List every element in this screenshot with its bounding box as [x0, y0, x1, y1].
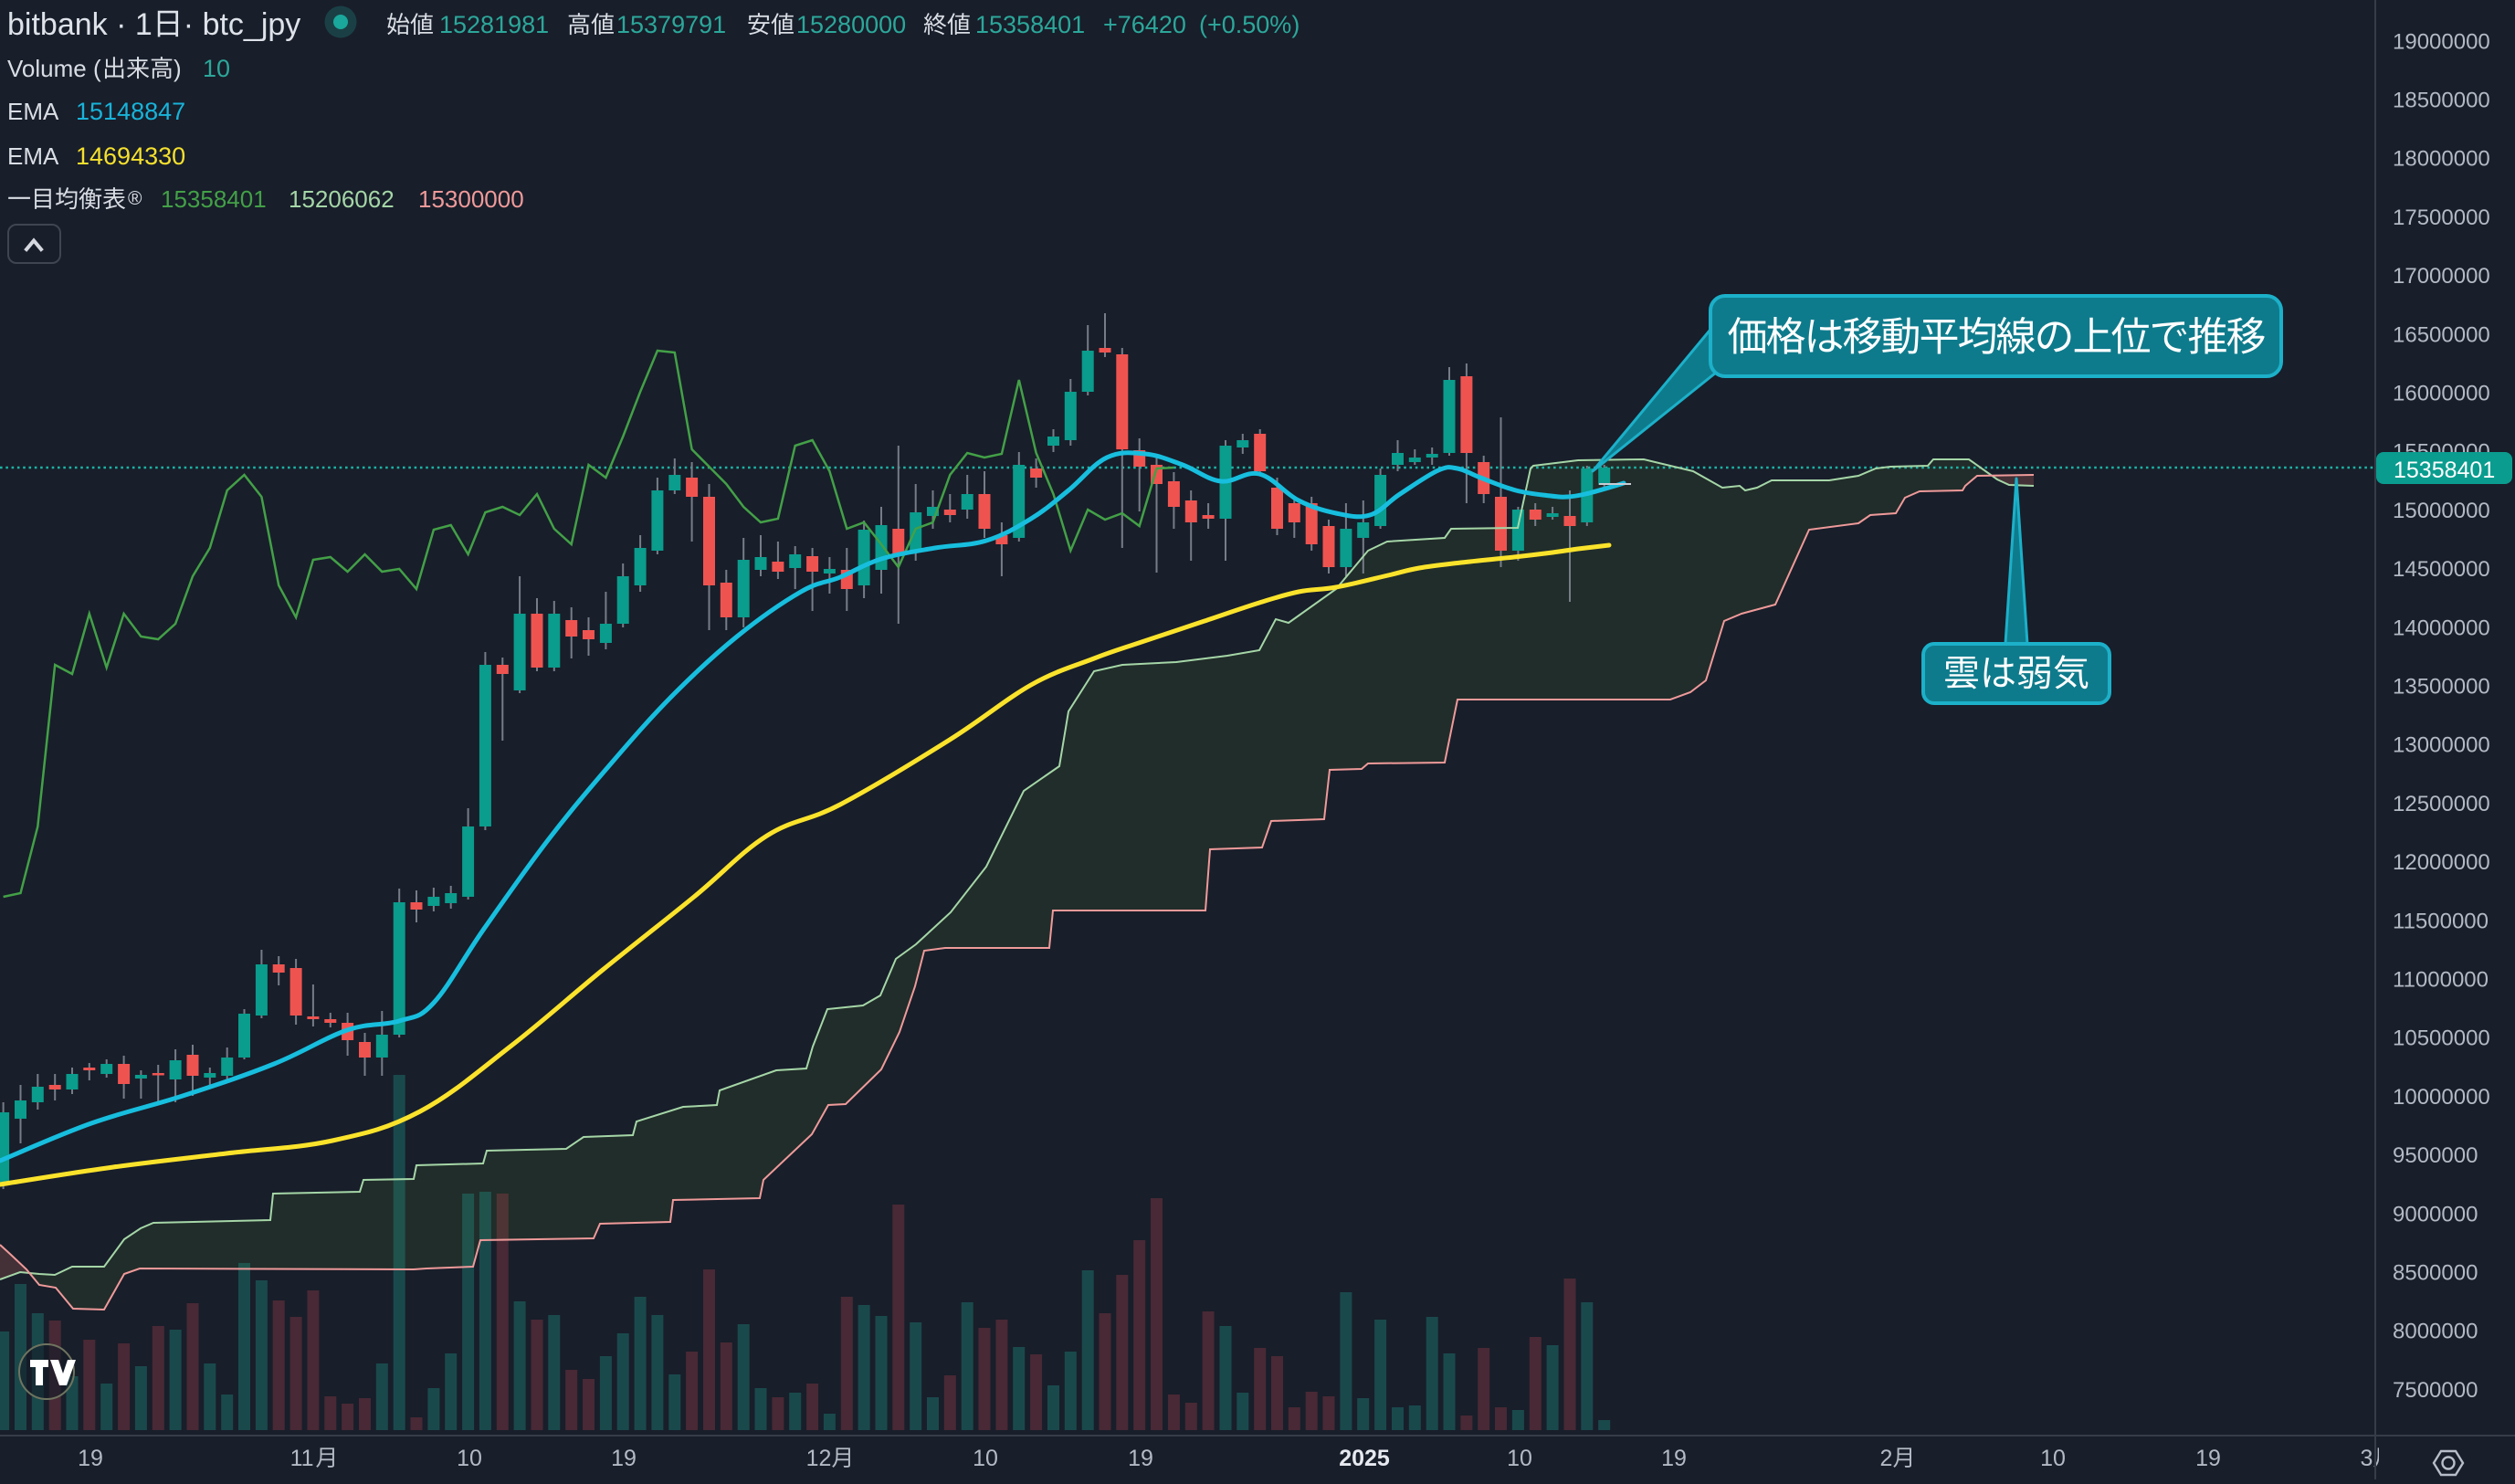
svg-text:EMA: EMA — [7, 142, 59, 170]
svg-text:15358401: 15358401 — [975, 11, 1085, 38]
svg-text:11: 11 — [290, 1446, 314, 1471]
svg-text:10: 10 — [2040, 1446, 2066, 1471]
svg-text:13500000: 13500000 — [2393, 675, 2490, 700]
svg-text:15281981: 15281981 — [439, 11, 549, 38]
svg-text:15358401: 15358401 — [2394, 458, 2495, 483]
svg-text:7500000: 7500000 — [2393, 1378, 2478, 1403]
svg-text:16000000: 16000000 — [2393, 382, 2490, 406]
svg-text:3: 3 — [2361, 1446, 2373, 1471]
svg-text:): ) — [174, 55, 182, 82]
svg-text:14694330: 14694330 — [76, 142, 185, 170]
svg-text:13000000: 13000000 — [2393, 733, 2490, 758]
svg-text:17000000: 17000000 — [2393, 264, 2490, 289]
svg-text:19: 19 — [1128, 1446, 1153, 1471]
svg-text:bitbank · 1: bitbank · 1 — [7, 7, 153, 42]
svg-text:(+0.50%): (+0.50%) — [1199, 11, 1300, 38]
svg-text:15300000: 15300000 — [418, 185, 524, 213]
svg-text:8000000: 8000000 — [2393, 1320, 2478, 1344]
svg-text:10: 10 — [1507, 1446, 1532, 1471]
svg-text:18500000: 18500000 — [2393, 89, 2490, 113]
svg-text:15358401: 15358401 — [161, 185, 267, 213]
svg-text:12000000: 12000000 — [2393, 850, 2490, 875]
svg-text:15206062: 15206062 — [289, 185, 395, 213]
svg-text:10: 10 — [457, 1446, 482, 1471]
svg-text:9500000: 9500000 — [2393, 1143, 2478, 1168]
svg-text:10000000: 10000000 — [2393, 1085, 2490, 1110]
svg-text:9000000: 9000000 — [2393, 1202, 2478, 1226]
svg-text:8500000: 8500000 — [2393, 1261, 2478, 1286]
svg-text:10: 10 — [973, 1446, 998, 1471]
svg-text:19: 19 — [1661, 1446, 1687, 1471]
svg-text:14000000: 14000000 — [2393, 616, 2490, 640]
svg-text:11500000: 11500000 — [2393, 909, 2489, 933]
svg-text:19: 19 — [2195, 1446, 2221, 1471]
svg-text:16500000: 16500000 — [2393, 322, 2490, 347]
svg-text:EMA: EMA — [7, 98, 59, 125]
svg-text:15000000: 15000000 — [2393, 499, 2490, 523]
svg-text:14500000: 14500000 — [2393, 557, 2490, 582]
svg-text:· btc_jpy: · btc_jpy — [184, 7, 300, 42]
svg-text:15379791: 15379791 — [616, 11, 726, 38]
svg-text:17500000: 17500000 — [2393, 205, 2490, 230]
svg-text:15148847: 15148847 — [76, 98, 185, 125]
svg-text:2: 2 — [1880, 1446, 1893, 1471]
svg-text:11000000: 11000000 — [2393, 968, 2489, 993]
svg-text:12: 12 — [806, 1446, 832, 1471]
svg-text:19: 19 — [78, 1446, 103, 1471]
svg-text:2025: 2025 — [1339, 1446, 1390, 1471]
svg-text:19000000: 19000000 — [2393, 29, 2490, 54]
svg-text:18000000: 18000000 — [2393, 147, 2490, 172]
svg-text:+76420: +76420 — [1103, 11, 1186, 38]
svg-text:Volume (: Volume ( — [7, 55, 101, 82]
svg-text:10: 10 — [203, 55, 230, 82]
svg-text:®: ® — [128, 188, 142, 209]
svg-text:15280000: 15280000 — [796, 11, 906, 38]
svg-text:12500000: 12500000 — [2393, 792, 2490, 816]
svg-text:19: 19 — [611, 1446, 637, 1471]
svg-text:10500000: 10500000 — [2393, 1026, 2490, 1051]
